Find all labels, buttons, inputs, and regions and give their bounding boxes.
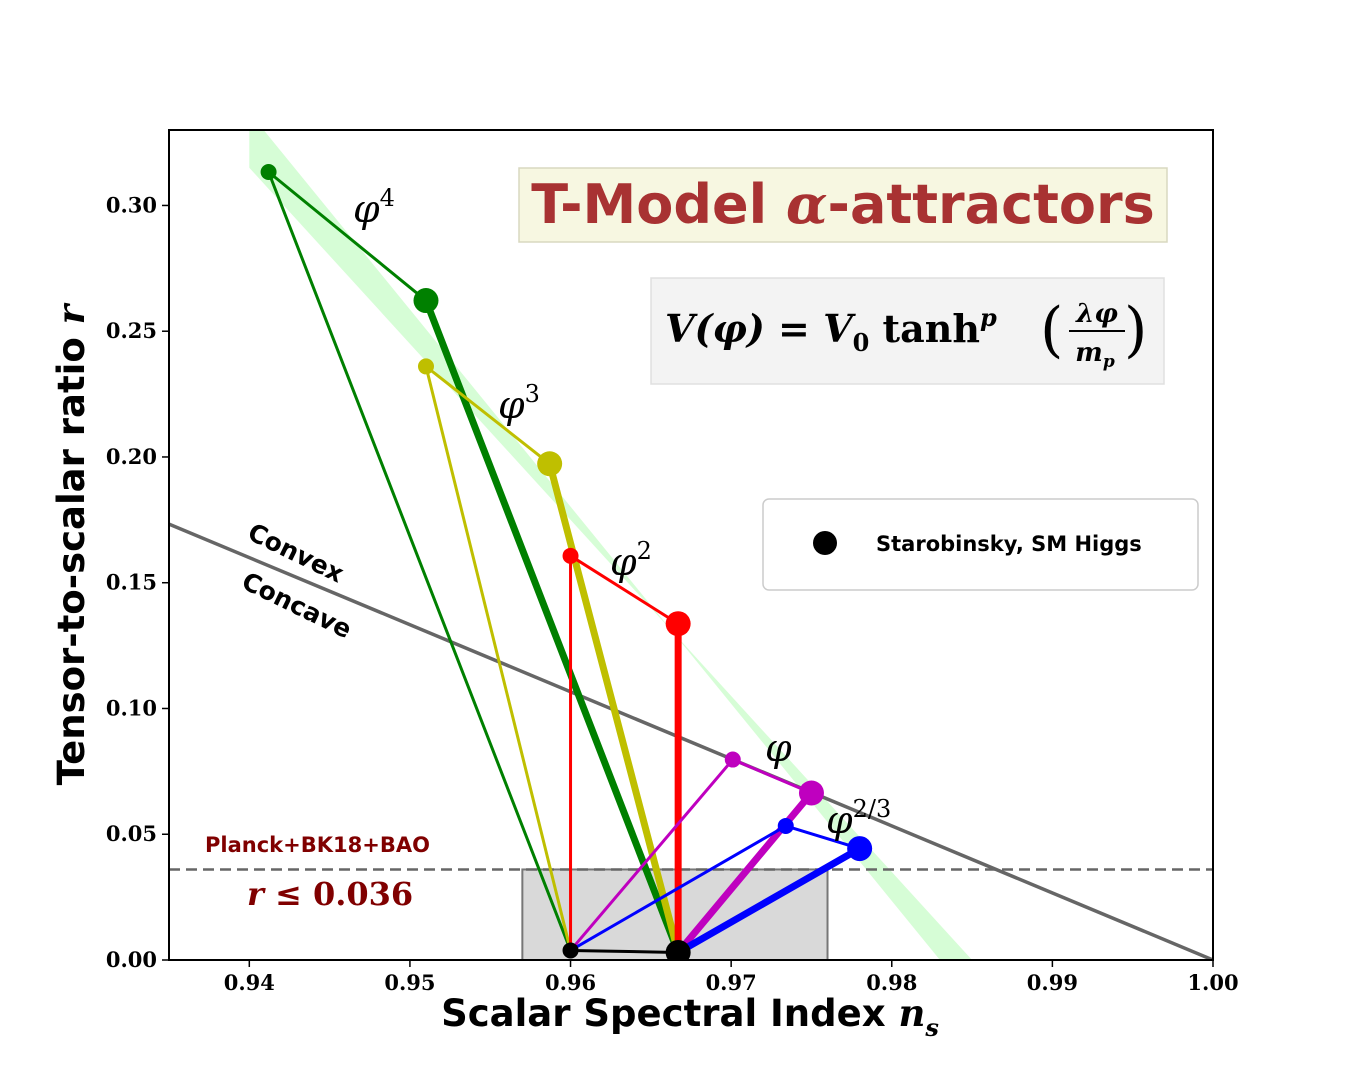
planck-label: Planck+BK18+BAO xyxy=(205,833,430,857)
series-3-label: φ xyxy=(765,726,792,770)
x-tick-label-1: 0.95 xyxy=(384,970,435,995)
series-4-thick-line xyxy=(674,845,864,956)
title-box: T-Model α-attractors xyxy=(518,167,1168,243)
series-3-thin-line xyxy=(569,758,735,952)
r-bound-label: r ≤ 0.036 xyxy=(247,875,413,913)
starobinsky-thin-marker xyxy=(562,942,579,959)
title-box-bg xyxy=(518,167,1168,243)
legend-marker-starobinsky xyxy=(813,531,837,555)
y-tick-label-4: 0.20 xyxy=(106,444,157,469)
series-0-thin-line xyxy=(267,170,573,952)
series-2-connector xyxy=(569,554,680,626)
chart-title: T-Model α-attractors xyxy=(531,172,1155,236)
series-0-connector xyxy=(267,170,428,303)
series-1-thin-marker xyxy=(417,358,434,375)
series-4-label: φ2/3 xyxy=(826,795,891,842)
series-0-thin-marker xyxy=(260,164,277,181)
series-1-thick-line xyxy=(546,460,682,956)
series-4-thin-line xyxy=(569,824,788,952)
series-2 xyxy=(562,547,691,956)
axes-frame xyxy=(168,129,1214,961)
legend-box xyxy=(762,498,1199,591)
y-axis-ticks: 0.00 0.05 0.10 0.15 0.20 0.25 0.30 xyxy=(106,192,169,972)
potential-formula: V(φ) = V0 tanhp xyxy=(665,303,997,357)
convex-concave-line xyxy=(169,522,1213,960)
starobinsky-line xyxy=(570,948,679,954)
series-4-thin-marker xyxy=(777,817,794,834)
series-layer xyxy=(260,164,873,956)
y-tick-label-5: 0.25 xyxy=(106,318,157,343)
x-axis-ticks: 0.94 0.95 0.96 0.97 0.98 0.99 1.00 xyxy=(224,960,1239,995)
starobinsky-thick-marker xyxy=(665,939,691,960)
series-0-thick-line xyxy=(422,297,682,956)
series-3-thick-marker xyxy=(798,780,824,806)
series-2-thin-marker xyxy=(562,547,579,564)
y-tick-label-2: 0.10 xyxy=(106,695,157,720)
model-labels: φ4 φ3 φ2 φ φ2/3 xyxy=(353,184,891,842)
starobinsky-layer xyxy=(562,939,691,960)
frac-numerator: λφ xyxy=(1075,299,1118,329)
series-0-thick-marker xyxy=(413,288,439,314)
y-tick-label-6: 0.30 xyxy=(106,192,157,217)
y-tick-label-1: 0.05 xyxy=(106,821,157,846)
y-tick-label-0: 0.00 xyxy=(106,947,157,972)
x-tick-label-5: 0.99 xyxy=(1027,970,1078,995)
frac-denominator: mp xyxy=(1075,338,1115,372)
series-4-thick-marker xyxy=(847,836,873,862)
x-tick-label-2: 0.96 xyxy=(545,970,596,995)
paren-left: ( xyxy=(1040,295,1063,365)
formula-box: V(φ) = V0 tanhp ( ) λφ mp xyxy=(650,277,1165,385)
green-band xyxy=(249,130,973,960)
x-tick-label-6: 1.00 xyxy=(1187,970,1238,995)
series-3-thin-marker xyxy=(724,751,741,768)
series-1 xyxy=(417,358,682,956)
series-3-connector xyxy=(731,758,813,795)
y-tick-label-3: 0.15 xyxy=(106,570,157,595)
series-2-thick-marker xyxy=(665,611,691,637)
x-tick-label-3: 0.97 xyxy=(706,970,757,995)
x-tick-label-0: 0.94 xyxy=(224,970,275,995)
series-1-thick-marker xyxy=(537,451,563,477)
series-1-thin-line xyxy=(424,364,573,952)
x-tick-label-4: 0.98 xyxy=(866,970,917,995)
plot-area xyxy=(169,130,1213,960)
series-2-label: φ2 xyxy=(610,537,652,584)
x-axis-title: Scalar Spectral Index ns xyxy=(441,991,939,1042)
series-1-label: φ3 xyxy=(498,380,540,427)
paren-right: ) xyxy=(1124,295,1147,365)
y-axis-title: Tensor-to-scalar ratio r xyxy=(49,302,93,785)
series-4-connector xyxy=(784,824,862,851)
legend: Starobinsky, SM Higgs xyxy=(762,498,1199,591)
series-0 xyxy=(260,164,682,956)
series-1-connector xyxy=(424,364,552,466)
series-0-label: φ4 xyxy=(353,184,395,231)
legend-label-starobinsky: Starobinsky, SM Higgs xyxy=(876,532,1142,556)
series-4 xyxy=(569,817,873,956)
